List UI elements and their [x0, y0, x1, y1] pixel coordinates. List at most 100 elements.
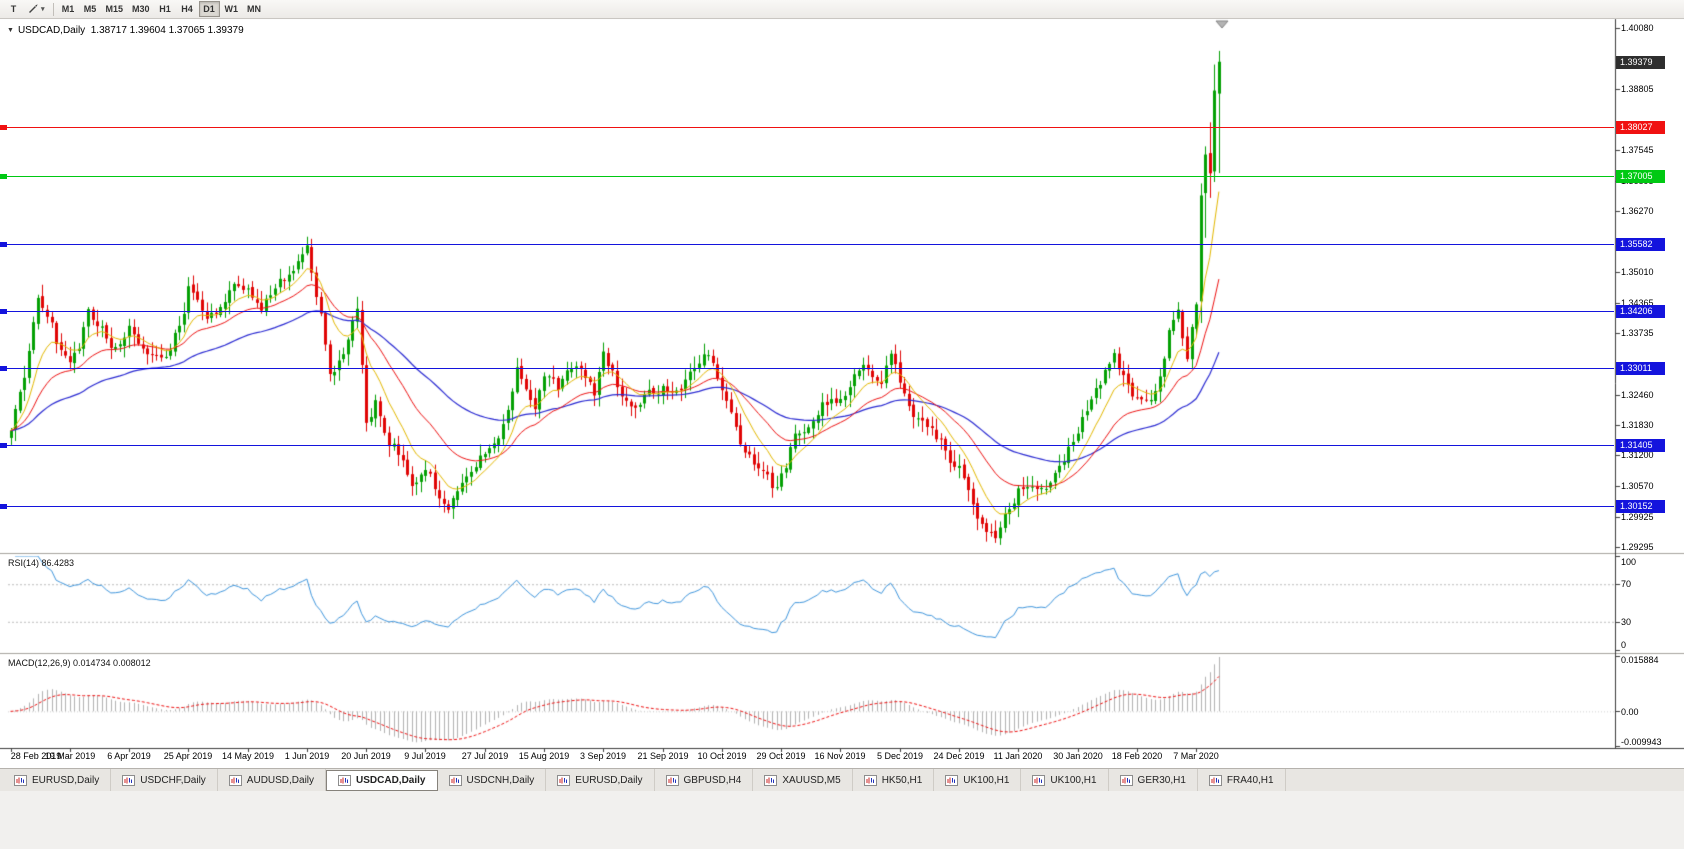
- tab-label: GER30,H1: [1137, 774, 1186, 786]
- date-axis-label: 19 Mar 2019: [44, 751, 96, 761]
- tab-label: USDCAD,Daily: [356, 775, 426, 786]
- text-tool-button[interactable]: T: [3, 1, 24, 17]
- tab-chart-icon: [1208, 774, 1222, 786]
- chart-tab-gbpusd-h4[interactable]: GBPUSD,H4: [655, 769, 754, 791]
- chart-tab-uk100-h1[interactable]: UK100,H1: [1021, 769, 1109, 791]
- rsi-axis-label: 30: [1621, 617, 1632, 627]
- timeframe-button-m30[interactable]: M30: [128, 1, 154, 17]
- price-line-badge: 1.31405: [1616, 439, 1665, 452]
- date-axis-label: 1 Jun 2019: [284, 751, 330, 761]
- macd-axis-label: -0.009943: [1621, 737, 1662, 747]
- chevron-down-icon: ▾: [41, 6, 45, 13]
- pencil-icon: [28, 3, 39, 16]
- chart-title: ▼ USDCAD,Daily 1.38717 1.39604 1.37065 1.…: [7, 25, 244, 36]
- chart-tab-eurusd-daily[interactable]: EURUSD,Daily: [3, 769, 112, 791]
- date-axis-label: 5 Dec 2019: [876, 751, 924, 761]
- timeframe-button-h1[interactable]: H1: [155, 1, 176, 17]
- bottom-filler: [0, 791, 1684, 849]
- tab-label: FRA40,H1: [1226, 774, 1274, 786]
- price-axis-label: 1.29295: [1621, 542, 1654, 552]
- horizontal-line-1.31405[interactable]: [2, 445, 1614, 446]
- chart-canvas[interactable]: [0, 0, 1684, 768]
- chart-tab-xauusd-m5[interactable]: XAUUSD,M5: [753, 769, 853, 791]
- tab-chart-icon: [665, 774, 679, 786]
- horizontal-line-1.37005[interactable]: [2, 176, 1614, 177]
- toolbar-separator: [52, 2, 54, 16]
- date-axis-label: 25 Apr 2019: [163, 751, 213, 761]
- tab-chart-icon: [945, 774, 959, 786]
- rsi-indicator-label: RSI(14) 86.4283: [8, 558, 75, 568]
- horizontal-line-1.33011[interactable]: [2, 368, 1614, 369]
- tab-chart-icon: [863, 774, 877, 786]
- tab-chart-icon: [557, 774, 571, 786]
- macd-axis-label: 0.015884: [1621, 655, 1659, 665]
- tab-chart-icon: [764, 774, 778, 786]
- price-axis-label: 1.38805: [1621, 84, 1654, 94]
- tab-label: EURUSD,Daily: [575, 774, 643, 786]
- date-axis-label: 9 Jul 2019: [404, 751, 446, 761]
- timeframe-button-m5[interactable]: M5: [80, 1, 101, 17]
- current-price-badge: 1.39379: [1616, 56, 1665, 69]
- tab-chart-icon: [122, 774, 136, 786]
- tab-chart-icon: [228, 774, 242, 786]
- chart-tab-usdchf-daily[interactable]: USDCHF,Daily: [111, 769, 218, 791]
- chart-tab-uk100-h1[interactable]: UK100,H1: [934, 769, 1022, 791]
- date-axis-label: 29 Oct 2019: [756, 751, 806, 761]
- price-axis-label: 1.31200: [1621, 450, 1654, 460]
- tab-label: AUDUSD,Daily: [246, 774, 315, 786]
- chart-tab-fra40-h1[interactable]: FRA40,H1: [1198, 769, 1286, 791]
- date-axis-label: 3 Sep 2019: [579, 751, 627, 761]
- chart-symbol-period: USDCAD,Daily: [17, 25, 86, 36]
- price-axis-label: 1.34365: [1621, 298, 1654, 308]
- price-axis-label: 1.33735: [1621, 328, 1654, 338]
- date-axis-label: 7 Mar 2020: [1173, 751, 1219, 761]
- date-axis-label: 24 Dec 2019: [933, 751, 985, 761]
- tab-label: XAUUSD,M5: [782, 774, 841, 786]
- horizontal-line-1.30152[interactable]: [2, 506, 1614, 507]
- chart-tab-usdcnh-daily[interactable]: USDCNH,Daily: [438, 769, 547, 791]
- rsi-axis-label: 100: [1621, 557, 1637, 567]
- chart-tab-usdcad-daily[interactable]: USDCAD,Daily: [326, 770, 438, 791]
- drawing-tools-button[interactable]: ▾: [24, 1, 49, 17]
- price-line-badge: 1.30152: [1616, 500, 1665, 513]
- tab-label: USDCHF,Daily: [140, 774, 206, 786]
- tab-label: EURUSD,Daily: [32, 774, 100, 786]
- timeframe-button-d1[interactable]: D1: [198, 1, 220, 17]
- chart-tab-audusd-daily[interactable]: AUDUSD,Daily: [218, 769, 327, 791]
- chart-tab-ger30-h1[interactable]: GER30,H1: [1109, 769, 1198, 791]
- tab-chart-icon: [1032, 774, 1046, 786]
- tab-chart-icon: [1119, 774, 1133, 786]
- date-axis-label: 30 Jan 2020: [1053, 751, 1103, 761]
- price-line-badge: 1.37005: [1616, 170, 1665, 183]
- price-axis-label: 1.29925: [1621, 512, 1654, 522]
- chart-ohlc-quote: 1.38717 1.39604 1.37065 1.39379: [90, 25, 244, 36]
- date-axis-label: 10 Oct 2019: [697, 751, 747, 761]
- horizontal-line-1.38027[interactable]: [2, 127, 1614, 128]
- price-axis-label: 1.37545: [1621, 145, 1654, 155]
- rsi-axis-label: 0: [1621, 640, 1627, 650]
- horizontal-line-left-marker: [0, 174, 7, 179]
- date-axis-label: 14 May 2019: [221, 751, 275, 761]
- horizontal-line-1.35582[interactable]: [2, 244, 1614, 245]
- horizontal-line-left-marker: [0, 443, 7, 448]
- tab-chart-icon: [14, 774, 27, 786]
- toolbar: T ▾ M1 M5 M15 M30 H1 H4 D1 W1 MN: [0, 0, 1684, 19]
- horizontal-line-left-marker: [0, 242, 7, 247]
- date-axis-label: 28 Feb 2019: [10, 751, 62, 761]
- timeframe-button-mn[interactable]: MN: [243, 1, 265, 17]
- price-axis-label: 1.36270: [1621, 206, 1654, 216]
- tab-chart-icon: [338, 775, 352, 786]
- timeframe-button-w1[interactable]: W1: [221, 1, 243, 17]
- timeframe-button-h4[interactable]: H4: [177, 1, 198, 17]
- chart-tab-hk50-h1[interactable]: HK50,H1: [853, 769, 935, 791]
- timeframe-button-m1[interactable]: M1: [58, 1, 79, 17]
- horizontal-line-1.34206[interactable]: [2, 311, 1614, 312]
- chart-tab-eurusd-daily[interactable]: EURUSD,Daily: [546, 769, 655, 791]
- macd-indicator-label: MACD(12,26,9) 0.014734 0.008012: [8, 658, 151, 668]
- price-axis-label: 1.40080: [1621, 23, 1654, 33]
- price-line-badge: 1.33011: [1616, 362, 1665, 375]
- price-axis-label: 1.35010: [1621, 267, 1654, 277]
- one-click-trading-toggle[interactable]: ▼: [7, 27, 14, 34]
- timeframe-button-m15[interactable]: M15: [102, 1, 128, 17]
